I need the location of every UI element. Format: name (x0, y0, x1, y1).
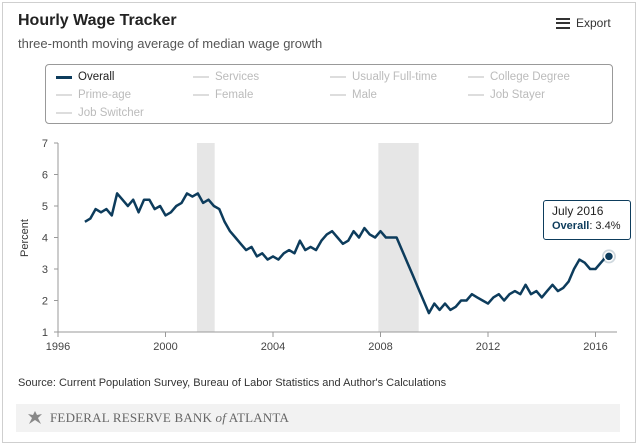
tooltip-value-text: : 3.4% (589, 220, 621, 232)
legend-swatch (56, 75, 72, 79)
data-tooltip: July 2016 Overall: 3.4% (543, 200, 631, 240)
legend-label: Job Stayer (490, 89, 545, 101)
legend-swatch (330, 76, 346, 78)
menu-icon (556, 17, 570, 29)
y-tick-label: 2 (42, 296, 48, 308)
export-button[interactable]: Export (556, 16, 611, 30)
x-tick-label: 2008 (368, 341, 392, 353)
chart-subtitle: three-month moving average of median wag… (18, 36, 323, 51)
tooltip-value: Overall: 3.4% (552, 220, 622, 232)
chart-title: Hourly Wage Tracker (18, 12, 177, 29)
legend-item-overall[interactable]: Overall (56, 71, 114, 83)
legend-item-services[interactable]: Services (193, 71, 259, 83)
legend-swatch (193, 76, 209, 78)
tooltip-series-name: Overall (552, 220, 590, 232)
legend-item-job-stayer[interactable]: Job Stayer (468, 89, 545, 101)
legend-item-prime-age[interactable]: Prime-age (56, 89, 131, 101)
legend-item-college-degree[interactable]: College Degree (468, 71, 570, 83)
legend-label: Services (215, 71, 260, 83)
tooltip-date: July 2016 (552, 204, 604, 218)
legend-item-job-switcher[interactable]: Job Switcher (56, 107, 144, 119)
chart-frame (2, 2, 636, 443)
footer-org-name: FEDERAL RESERVE BANK of ATLANTA (50, 410, 289, 426)
source-note: Source: Current Population Survey, Burea… (18, 377, 447, 389)
legend-label: Female (215, 89, 254, 101)
footer-banner: FEDERAL RESERVE BANK of ATLANTA (16, 404, 620, 432)
legend-label: Male (352, 89, 377, 101)
footer-org-suffix: ATLANTA (226, 410, 290, 425)
legend-label: Prime-age (78, 89, 132, 101)
y-tick-label: 3 (42, 264, 48, 276)
legend-swatch (193, 94, 209, 96)
x-tick-label: 2012 (476, 341, 500, 353)
legend-swatch (330, 94, 346, 96)
y-tick-label: 7 (42, 138, 48, 150)
legend-swatch (56, 112, 72, 114)
hover-point[interactable] (603, 251, 615, 262)
y-tick-label: 6 (42, 170, 48, 182)
x-tick-label: 1996 (46, 341, 70, 353)
x-tick-label: 2000 (153, 341, 177, 353)
legend-item-male[interactable]: Male (330, 89, 377, 101)
footer-org-of: of (215, 410, 227, 425)
footer-org-prefix: FEDERAL RESERVE BANK (50, 410, 216, 425)
export-label: Export (576, 16, 611, 30)
y-tick-label: 5 (42, 201, 48, 213)
recession-band-1 (196, 143, 215, 332)
legend-swatch (468, 94, 484, 96)
y-axis-label: Percent (19, 219, 31, 257)
x-tick-label: 2016 (583, 341, 607, 353)
eagle-logo-icon (28, 411, 42, 424)
y-tick-label: 1 (42, 327, 48, 339)
legend-swatch (56, 94, 72, 96)
series-line-overall[interactable] (84, 192, 609, 315)
legend-label: Usually Full-time (352, 71, 437, 83)
y-tick-label: 4 (42, 233, 48, 245)
legend-label: College Degree (490, 71, 570, 83)
legend: Overall Services Usually Full-time Colle… (45, 64, 613, 124)
legend-swatch (468, 76, 484, 78)
legend-label: Overall (78, 71, 115, 83)
legend-item-usually-full-time[interactable]: Usually Full-time (330, 71, 437, 83)
x-tick-label: 2004 (261, 341, 285, 353)
legend-label: Job Switcher (78, 107, 144, 119)
legend-item-female[interactable]: Female (193, 89, 253, 101)
